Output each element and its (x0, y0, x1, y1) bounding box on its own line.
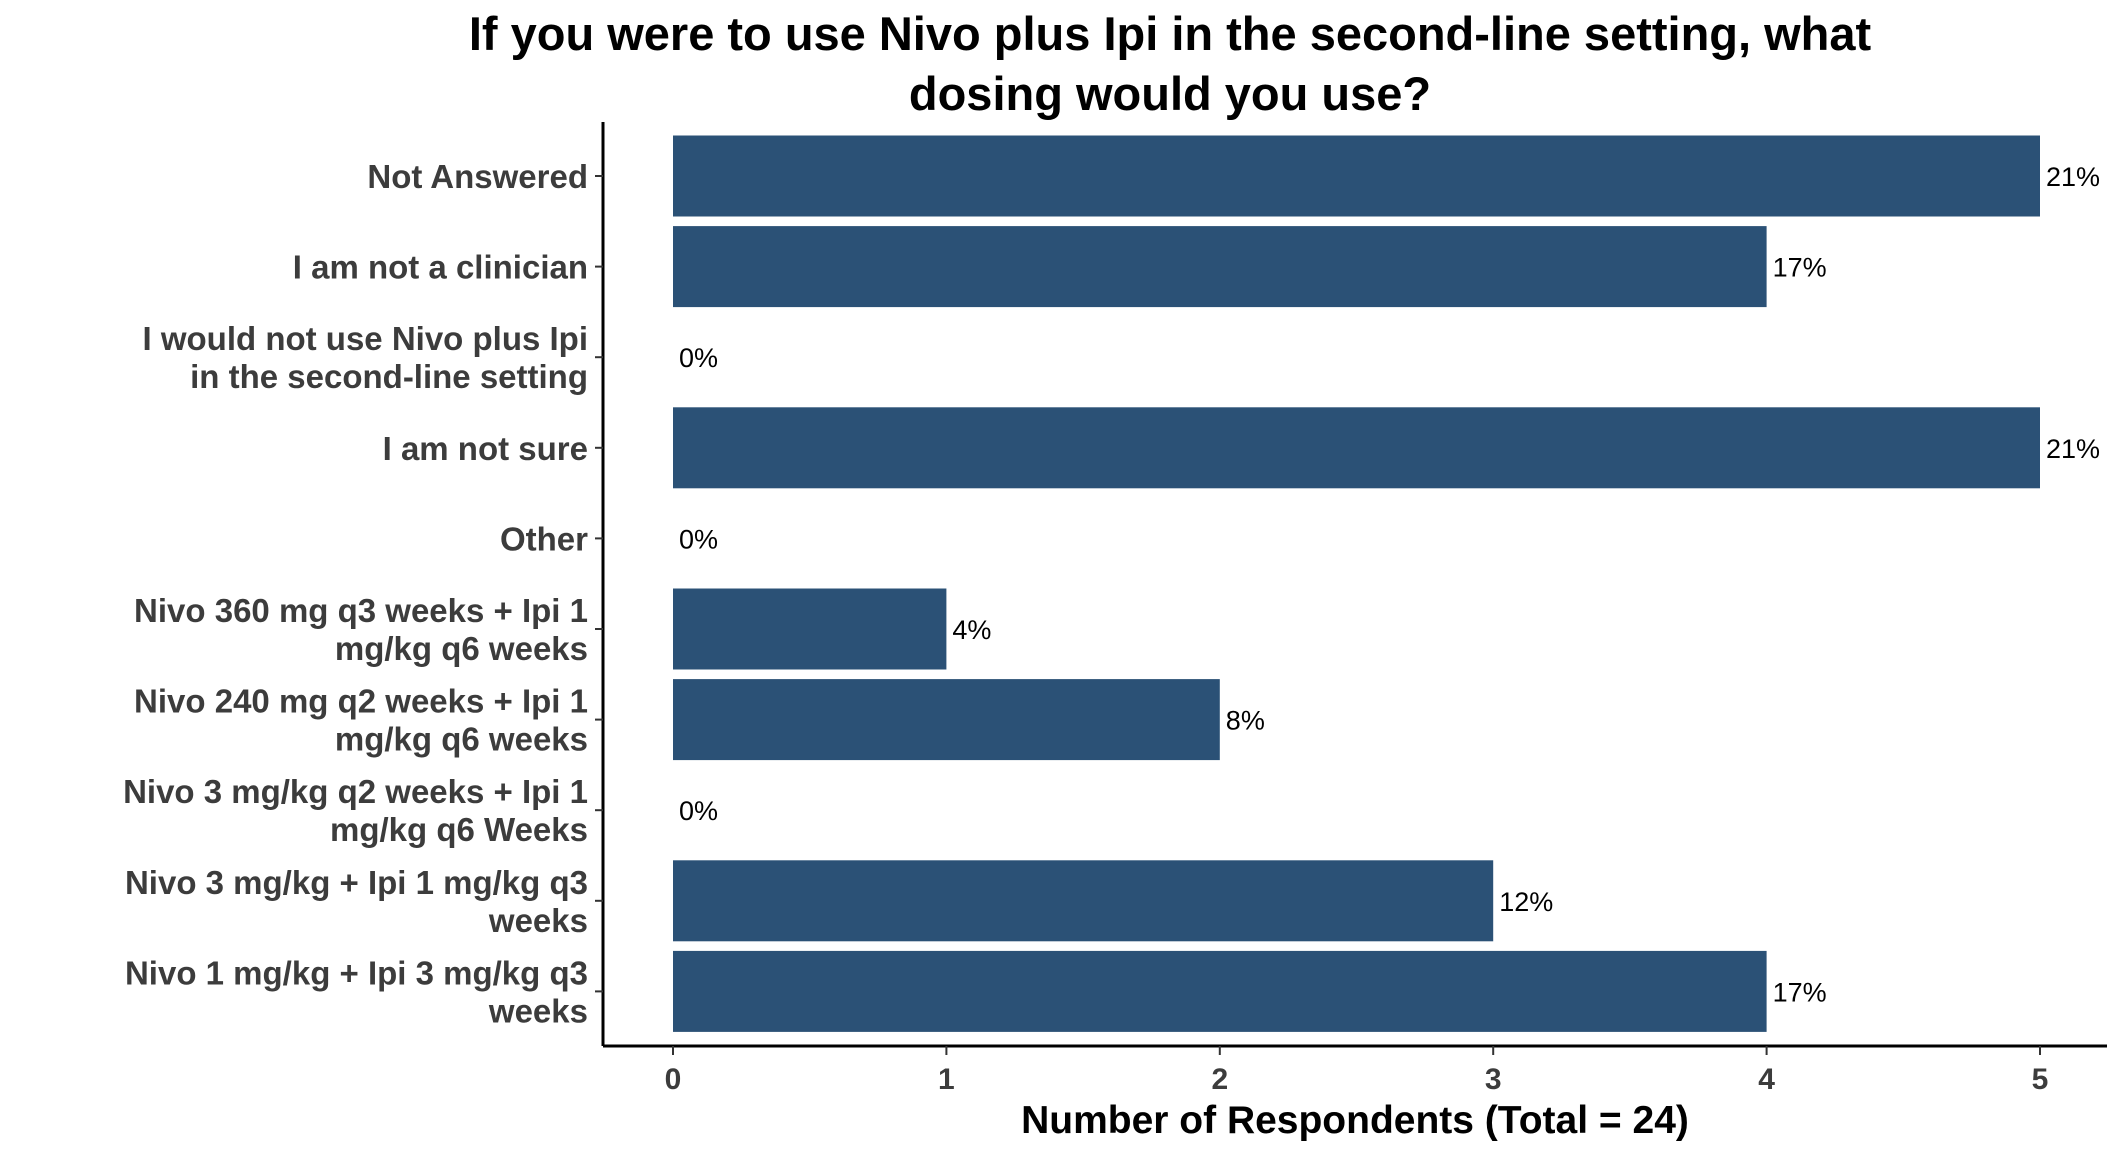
data-label: 8% (1226, 706, 1265, 736)
data-label: 17% (1773, 253, 1827, 283)
category-label: mg/kg q6 Weeks (330, 811, 588, 848)
data-label: 21% (2046, 434, 2100, 464)
plot-area: Not Answered 21% I am not a clinician 17% I … (123, 122, 2107, 1096)
category-label: Nivo 240 mg q2 weeks + Ipi 1 (134, 683, 588, 720)
data-label: 0% (679, 343, 718, 373)
category-label: Nivo 360 mg q3 weeks + Ipi 1 (134, 592, 588, 629)
category-label: Other (500, 520, 588, 557)
bar-6 (673, 679, 1220, 761)
category-label: Nivo 3 mg/kg + Ipi 1 mg/kg q3 (125, 864, 588, 901)
x-tick-label: 1 (938, 1063, 955, 1096)
category-label: weeks (488, 992, 588, 1029)
category-label: I would not use Nivo plus Ipi (143, 320, 589, 357)
chart-title-line-2: dosing would you use? (909, 67, 1431, 120)
data-label: 17% (1773, 977, 1827, 1007)
x-tick-label: 3 (1485, 1063, 1502, 1096)
data-label: 4% (952, 615, 991, 645)
chart-title-line-1: If you were to use Nivo plus Ipi in the … (469, 7, 1872, 60)
category-label: Not Answered (367, 158, 588, 195)
category-label: weeks (488, 902, 588, 939)
category-label: Nivo 3 mg/kg q2 weeks + Ipi 1 (123, 773, 588, 810)
category-label: mg/kg q6 weeks (335, 630, 588, 667)
category-label: Nivo 1 mg/kg + Ipi 3 mg/kg q3 (125, 954, 588, 991)
x-tick-label: 0 (665, 1063, 682, 1096)
category-label: in the second-line setting (190, 358, 588, 395)
x-axis-title: Number of Respondents (Total = 24) (1021, 1099, 1689, 1142)
bar-8 (673, 860, 1494, 942)
category-label: I am not a clinician (293, 249, 588, 286)
x-tick-label: 2 (1211, 1063, 1228, 1096)
category-label: mg/kg q6 weeks (335, 721, 588, 758)
x-tick-label: 5 (2032, 1063, 2049, 1096)
data-label: 21% (2046, 162, 2100, 192)
bar-5 (673, 588, 947, 670)
data-label: 0% (679, 796, 718, 826)
data-label: 12% (1499, 887, 1553, 917)
bar-9 (673, 950, 1767, 1032)
x-tick-label: 4 (1758, 1063, 1775, 1096)
category-label: I am not sure (383, 430, 588, 467)
bar-3 (673, 407, 2040, 489)
bar-0 (673, 135, 2040, 217)
data-label: 0% (679, 524, 718, 554)
bar-1 (673, 226, 1767, 308)
